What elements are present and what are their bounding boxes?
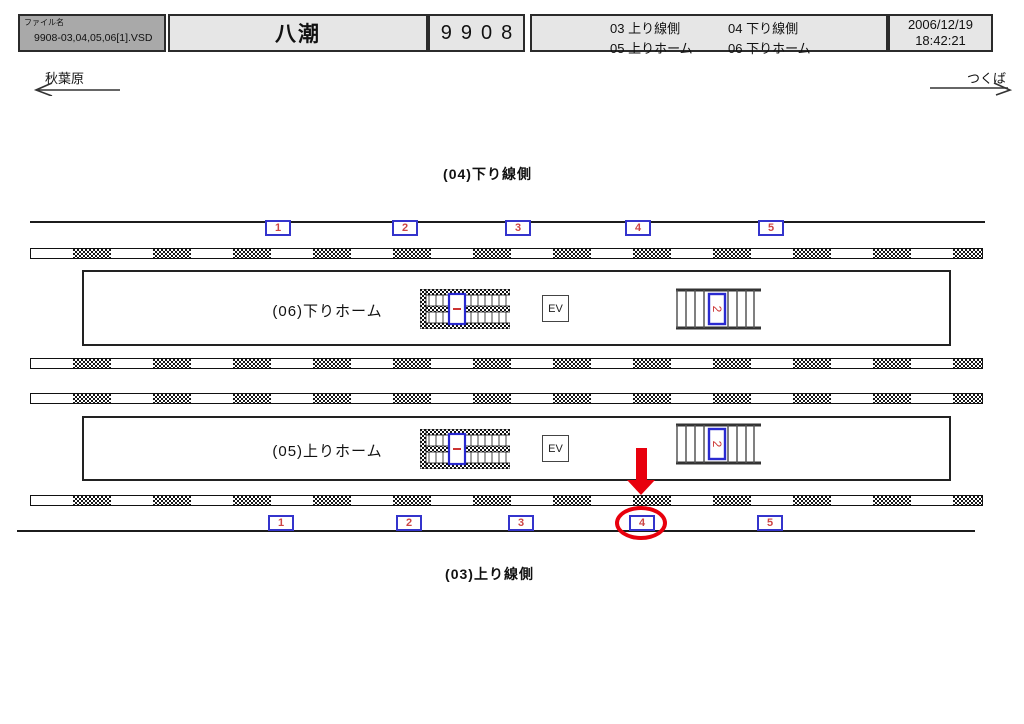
escalator-icon [420, 289, 510, 329]
platform-down-box [82, 270, 951, 346]
station-code: 9908 [440, 21, 522, 44]
highlight-circle-icon [615, 506, 667, 540]
file-name-value: 9908-03,04,05,06[1].VSD [34, 32, 153, 44]
stairs-icon: 2 [676, 423, 761, 465]
marker-number: 1 [274, 222, 282, 234]
marker-number: 1 [277, 517, 285, 529]
track-info-item: 04 下り線側 [728, 21, 799, 36]
track-info-item: 03 上り線側 [610, 21, 681, 36]
track-info-box: 03 上り線側 04 下り線側 05 上りホーム 06 下りホーム [530, 14, 888, 56]
marker-number: 4 [634, 222, 642, 234]
direction-left-label: 秋葉原 [45, 71, 85, 86]
station-name-box: 八潮 [168, 14, 428, 52]
stairs-icon: 2 [676, 288, 761, 330]
station-code-box: 9908 [428, 14, 525, 52]
direction-left: 秋葉原 [28, 68, 138, 98]
file-name-label: ファイル名 [24, 18, 64, 27]
datetime-box: 2006/12/19 18:42:21 [888, 14, 993, 52]
platform-edge-strip [30, 358, 983, 369]
marker-number: 2 [401, 222, 409, 234]
platform-down-label: (06)下りホーム [272, 303, 383, 320]
station-name: 八潮 [275, 23, 321, 46]
track-info-grid: 03 上り線側 04 下り線側 05 上りホーム 06 下りホーム [610, 18, 811, 57]
bottom-track-label: (03)上り線側 [445, 566, 534, 582]
highlight-arrow-icon [627, 480, 655, 495]
elevator-label: EV [548, 442, 563, 455]
date-value: 2006/12/19 [907, 17, 974, 32]
stairs-number: 2 [710, 306, 724, 313]
track-marker-bottom-1: 1 [268, 515, 294, 531]
track-info-item: 05 上りホーム [610, 41, 693, 56]
platform-edge-strip [30, 248, 983, 259]
direction-right: つくば [930, 68, 1020, 98]
track-info-item: 06 下りホーム [728, 41, 811, 56]
elevator-icon: EV [542, 295, 569, 322]
marker-number: 3 [517, 517, 525, 529]
marker-number: 5 [766, 517, 774, 529]
track-marker-bottom-2: 2 [396, 515, 422, 531]
elevator-label: EV [548, 302, 563, 315]
time-value: 18:42:21 [915, 33, 966, 48]
platform-up-label: (05)上りホーム [272, 443, 383, 460]
track-marker-top-3: 3 [505, 220, 531, 236]
highlight-arrow-shaft [636, 448, 647, 481]
elevator-icon: EV [542, 435, 569, 462]
direction-right-label: つくば [966, 71, 1006, 86]
track-marker-top-5: 5 [758, 220, 784, 236]
top-track-label: (04)下り線側 [443, 166, 532, 182]
track-marker-top-4: 4 [625, 220, 651, 236]
file-name-box: ファイル名 9908-03,04,05,06[1].VSD [18, 14, 166, 52]
track-marker-bottom-5: 5 [757, 515, 783, 531]
track-marker-top-1: 1 [265, 220, 291, 236]
marker-number: 5 [767, 222, 775, 234]
left-arrow-icon [33, 82, 120, 96]
platform-edge-strip [30, 393, 983, 404]
track-marker-bottom-3: 3 [508, 515, 534, 531]
bottom-track-line [17, 530, 975, 532]
escalator-icon [420, 429, 510, 469]
track-marker-top-2: 2 [392, 220, 418, 236]
right-arrow-icon [930, 82, 1013, 96]
platform-up-box [82, 416, 951, 481]
platform-edge-strip [30, 495, 983, 506]
marker-number: 3 [514, 222, 522, 234]
stairs-number: 2 [710, 441, 724, 448]
marker-number: 2 [405, 517, 413, 529]
